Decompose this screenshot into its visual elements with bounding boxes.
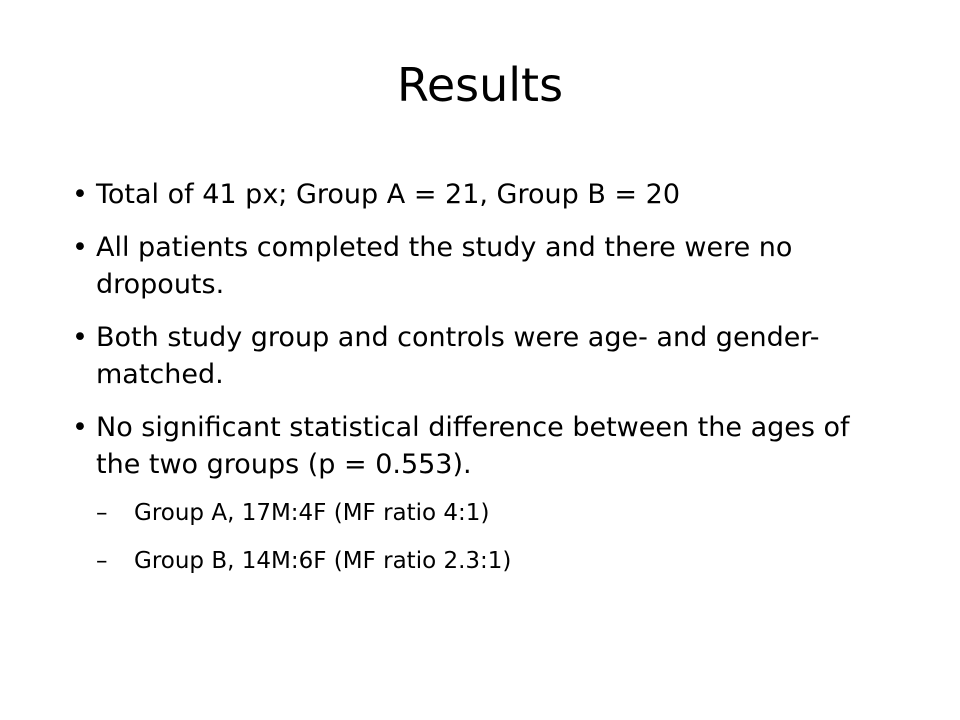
- bullet-list: • Total of 41 px; Group A = 21, Group B …: [72, 176, 892, 594]
- bullet-text: All patients completed the study and the…: [96, 232, 793, 300]
- bullet-item: • No significant statistical difference …: [72, 409, 892, 576]
- bullet-item: • Both study group and controls were age…: [72, 319, 892, 393]
- bullet-marker: •: [72, 179, 88, 210]
- bullet-text: No significant statistical difference be…: [96, 412, 850, 480]
- bullet-marker: •: [72, 322, 88, 353]
- bullet-item: • Total of 41 px; Group A = 21, Group B …: [72, 176, 892, 213]
- dash-marker: –: [96, 548, 108, 574]
- bullet-text: Total of 41 px; Group A = 21, Group B = …: [96, 179, 680, 210]
- bullet-item: • All patients completed the study and t…: [72, 229, 892, 303]
- bullet-marker: •: [72, 412, 88, 443]
- sub-bullet-text: Group A, 17M:4F (MF ratio 4:1): [134, 500, 490, 526]
- sub-bullet-list: – Group A, 17M:4F (MF ratio 4:1) – Group…: [96, 498, 892, 576]
- sub-bullet-item: – Group A, 17M:4F (MF ratio 4:1): [96, 498, 892, 528]
- sub-bullet-item: – Group B, 14M:6F (MF ratio 2.3:1): [96, 546, 892, 576]
- sub-bullet-text: Group B, 14M:6F (MF ratio 2.3:1): [134, 548, 512, 574]
- slide-title: Results: [396, 58, 564, 112]
- dash-marker: –: [96, 500, 108, 526]
- bullet-text: Both study group and controls were age- …: [96, 322, 820, 390]
- bullet-marker: •: [72, 232, 88, 263]
